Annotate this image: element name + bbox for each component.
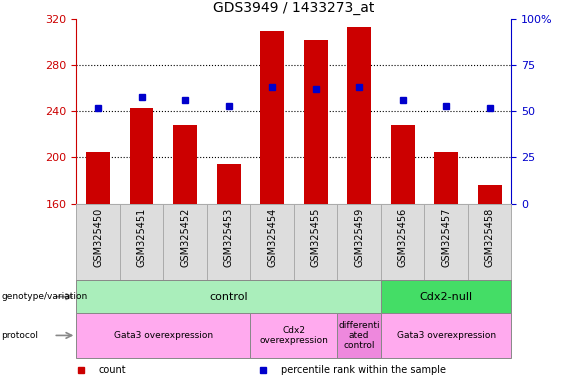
Bar (337, 313, 381, 358)
Bar (216, 164, 241, 204)
Text: protocol: protocol (1, 331, 38, 340)
Bar (76, 280, 381, 313)
Bar (260, 31, 284, 204)
Bar (477, 185, 502, 204)
Text: control: control (209, 291, 248, 302)
Text: GSM325450: GSM325450 (93, 207, 103, 266)
Text: GSM325457: GSM325457 (441, 207, 451, 267)
Text: GSM325455: GSM325455 (311, 207, 320, 267)
Text: GSM325454: GSM325454 (267, 207, 277, 266)
Bar (390, 125, 415, 204)
Text: Gata3 overexpression: Gata3 overexpression (114, 331, 213, 340)
Text: count: count (98, 365, 125, 375)
Text: GSM325458: GSM325458 (485, 207, 494, 266)
Text: GSM325456: GSM325456 (398, 207, 407, 266)
Text: percentile rank within the sample: percentile rank within the sample (281, 365, 446, 375)
Text: GSM325459: GSM325459 (354, 207, 364, 266)
Bar (381, 313, 511, 358)
Text: Cdx2
overexpression: Cdx2 overexpression (259, 326, 328, 345)
Bar (303, 40, 328, 204)
Title: GDS3949 / 1433273_at: GDS3949 / 1433273_at (213, 2, 375, 15)
Text: genotype/variation: genotype/variation (1, 292, 88, 301)
Text: GSM325453: GSM325453 (224, 207, 233, 266)
Bar (347, 27, 371, 204)
Text: GSM325452: GSM325452 (180, 207, 190, 267)
Text: GSM325451: GSM325451 (137, 207, 146, 266)
Bar (76, 313, 250, 358)
Text: differenti
ated
control: differenti ated control (338, 321, 380, 350)
Bar (129, 108, 154, 204)
Text: Gata3 overexpression: Gata3 overexpression (397, 331, 496, 340)
Bar (86, 152, 110, 204)
Bar (250, 313, 337, 358)
Bar (173, 125, 197, 204)
Bar (434, 152, 458, 204)
Bar (381, 280, 511, 313)
Text: Cdx2-null: Cdx2-null (419, 291, 473, 302)
